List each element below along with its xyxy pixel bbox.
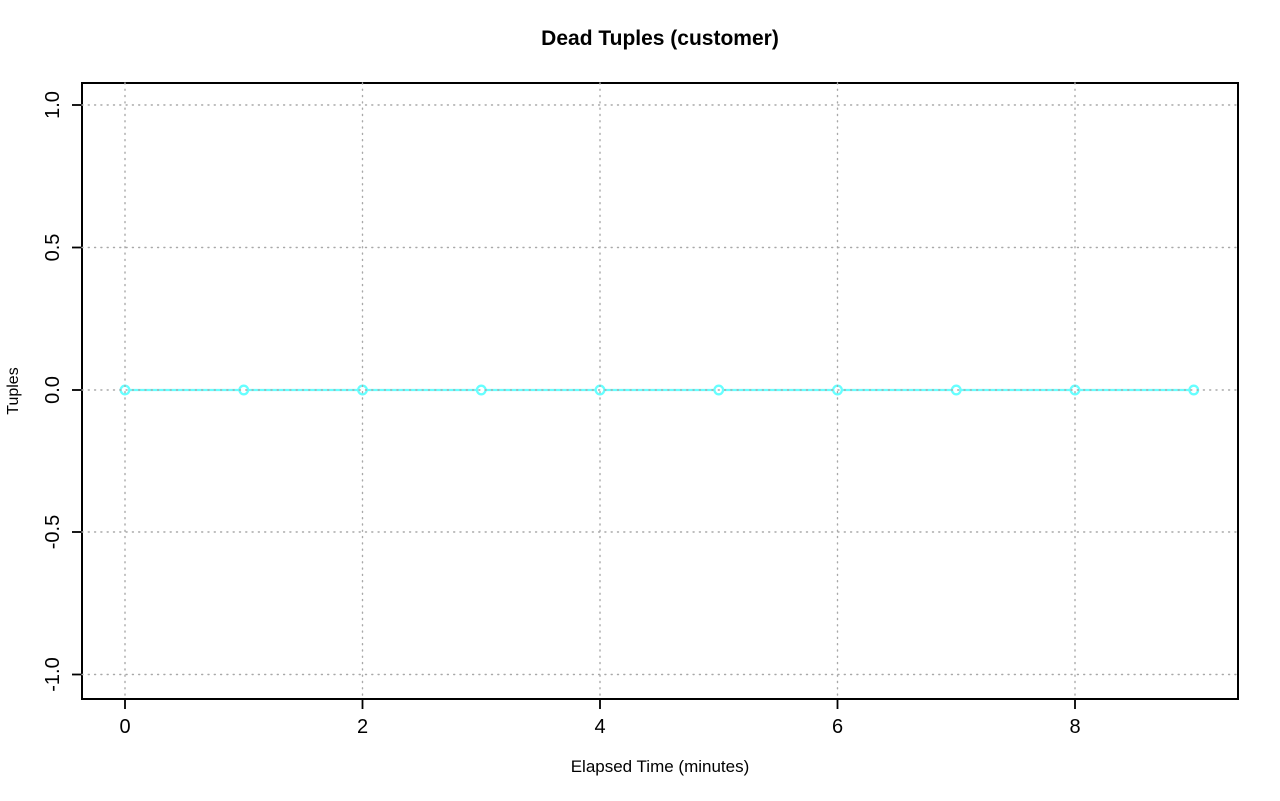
svg-text:Tuples: Tuples: [5, 367, 22, 414]
svg-text:-0.5: -0.5: [42, 515, 64, 549]
svg-text:4: 4: [594, 716, 605, 738]
svg-text:0: 0: [119, 716, 130, 738]
svg-text:2: 2: [357, 716, 368, 738]
svg-text:Dead Tuples (customer): Dead Tuples (customer): [541, 27, 779, 50]
svg-text:Elapsed Time (minutes): Elapsed Time (minutes): [571, 757, 750, 776]
svg-text:6: 6: [832, 716, 843, 738]
svg-text:8: 8: [1069, 716, 1080, 738]
svg-text:-1.0: -1.0: [42, 657, 64, 691]
svg-text:0.0: 0.0: [42, 376, 64, 404]
svg-text:1.0: 1.0: [42, 91, 64, 119]
svg-text:0.5: 0.5: [42, 234, 64, 262]
